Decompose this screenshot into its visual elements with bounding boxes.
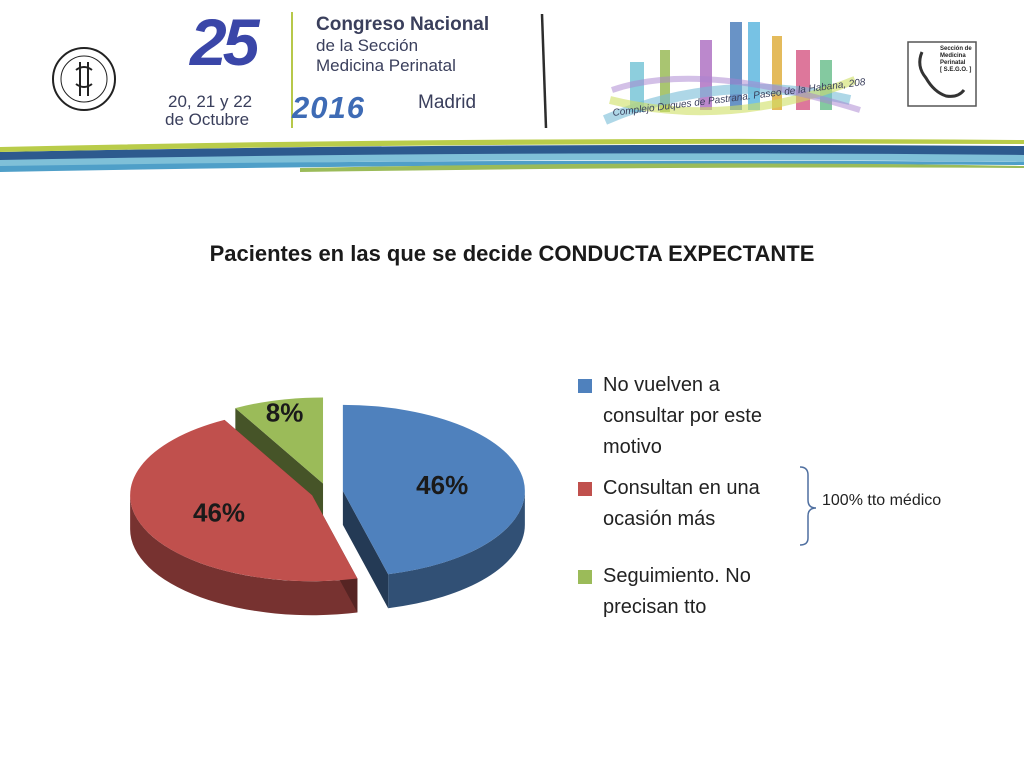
- chart-title: Pacientes en las que se decide CONDUCTA …: [209, 241, 815, 266]
- header-graphics: [0, 12, 1024, 172]
- pie-slice: [342, 404, 525, 575]
- separator: [540, 13, 548, 129]
- slice-value-label: 46%: [416, 470, 468, 500]
- legend-swatch: [578, 379, 592, 393]
- pie-slice-wall: [342, 490, 389, 609]
- header-stripes: [0, 138, 1024, 172]
- pie-slice: [235, 397, 324, 484]
- edition-number: 25: [190, 5, 259, 79]
- legend-label: Consultan en una ocasión más: [603, 477, 760, 530]
- header-banner: 25 Congreso Nacional de la Sección Medic…: [0, 0, 1024, 180]
- pie-slice: [130, 419, 358, 582]
- congress-month: de Octubre: [165, 110, 250, 129]
- pie-slice-side: [388, 490, 525, 609]
- legend-label: Seguimiento. No precisan tto: [603, 565, 751, 618]
- congress-title: Congreso Nacional: [316, 14, 490, 35]
- legend-item: Consultan en una ocasión más: [578, 473, 798, 535]
- medicina-perinatal-logo-text: Sección de Medicina Perinatal [ S.E.G.O.…: [940, 46, 972, 73]
- congress-subtitle: de la Sección: [316, 36, 419, 55]
- legend-item: Seguimiento. No precisan tto: [578, 561, 798, 623]
- slice-value-label: 46%: [193, 498, 245, 528]
- congress-section: Medicina Perinatal: [316, 56, 456, 75]
- sego-seal-logo: [52, 47, 116, 111]
- legend-label: No vuelven a consultar por este motivo: [603, 374, 762, 458]
- chart-legend: No vuelven a consultar por este motivo C…: [578, 370, 798, 623]
- congress-dates: 20, 21 y 22: [168, 92, 253, 111]
- legend-swatch: [578, 570, 592, 584]
- legend-item: No vuelven a consultar por este motivo: [578, 370, 798, 463]
- congress-year: 2016: [292, 90, 365, 125]
- madrid-skyline-artwork: [603, 22, 861, 125]
- slice-value-label: 8%: [266, 398, 304, 428]
- treatment-annotation: 100% tto médico: [822, 492, 942, 509]
- congress-city: Madrid: [418, 92, 477, 113]
- pie-slice-side: [130, 495, 358, 616]
- legend-swatch: [578, 482, 592, 496]
